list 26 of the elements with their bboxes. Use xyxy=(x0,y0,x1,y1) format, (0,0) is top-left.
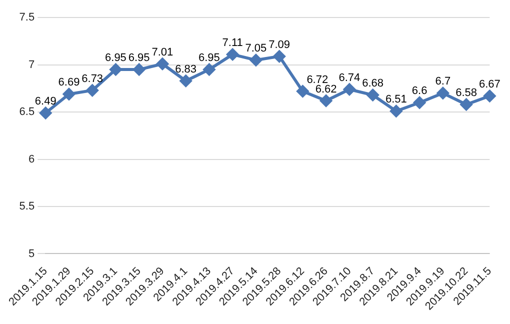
data-label: 6.67 xyxy=(478,78,500,91)
data-label: 6.62 xyxy=(315,83,337,96)
data-label: 6.7 xyxy=(435,76,451,88)
y-tick-label: 6 xyxy=(28,153,35,166)
y-tick-label: 7 xyxy=(28,58,35,71)
data-label: 6.83 xyxy=(175,63,197,76)
data-label: 6.58 xyxy=(456,87,478,100)
data-label: 6.74 xyxy=(338,72,360,84)
data-label: 6.6 xyxy=(412,85,428,98)
data-label: 7.09 xyxy=(268,38,290,51)
data-label: 6.72 xyxy=(306,74,328,86)
y-tick-label: 5.5 xyxy=(19,200,35,213)
y-tick-label: 5 xyxy=(28,248,35,260)
data-label: 6.69 xyxy=(58,76,80,89)
y-tick-label: 7.5 xyxy=(19,12,35,24)
data-label: 6.49 xyxy=(34,96,56,108)
y-tick-label: 6.5 xyxy=(19,106,35,118)
data-label: 7.05 xyxy=(245,42,267,55)
data-label: 7.01 xyxy=(152,46,174,58)
data-label: 6.73 xyxy=(82,72,104,85)
data-label: 6.68 xyxy=(362,78,384,90)
data-label: 6.95 xyxy=(198,52,220,64)
data-label: 6.51 xyxy=(385,94,407,106)
data-label: 7.11 xyxy=(222,36,243,49)
data-label: 6.95 xyxy=(128,52,150,64)
data-label: 6.95 xyxy=(105,52,126,64)
